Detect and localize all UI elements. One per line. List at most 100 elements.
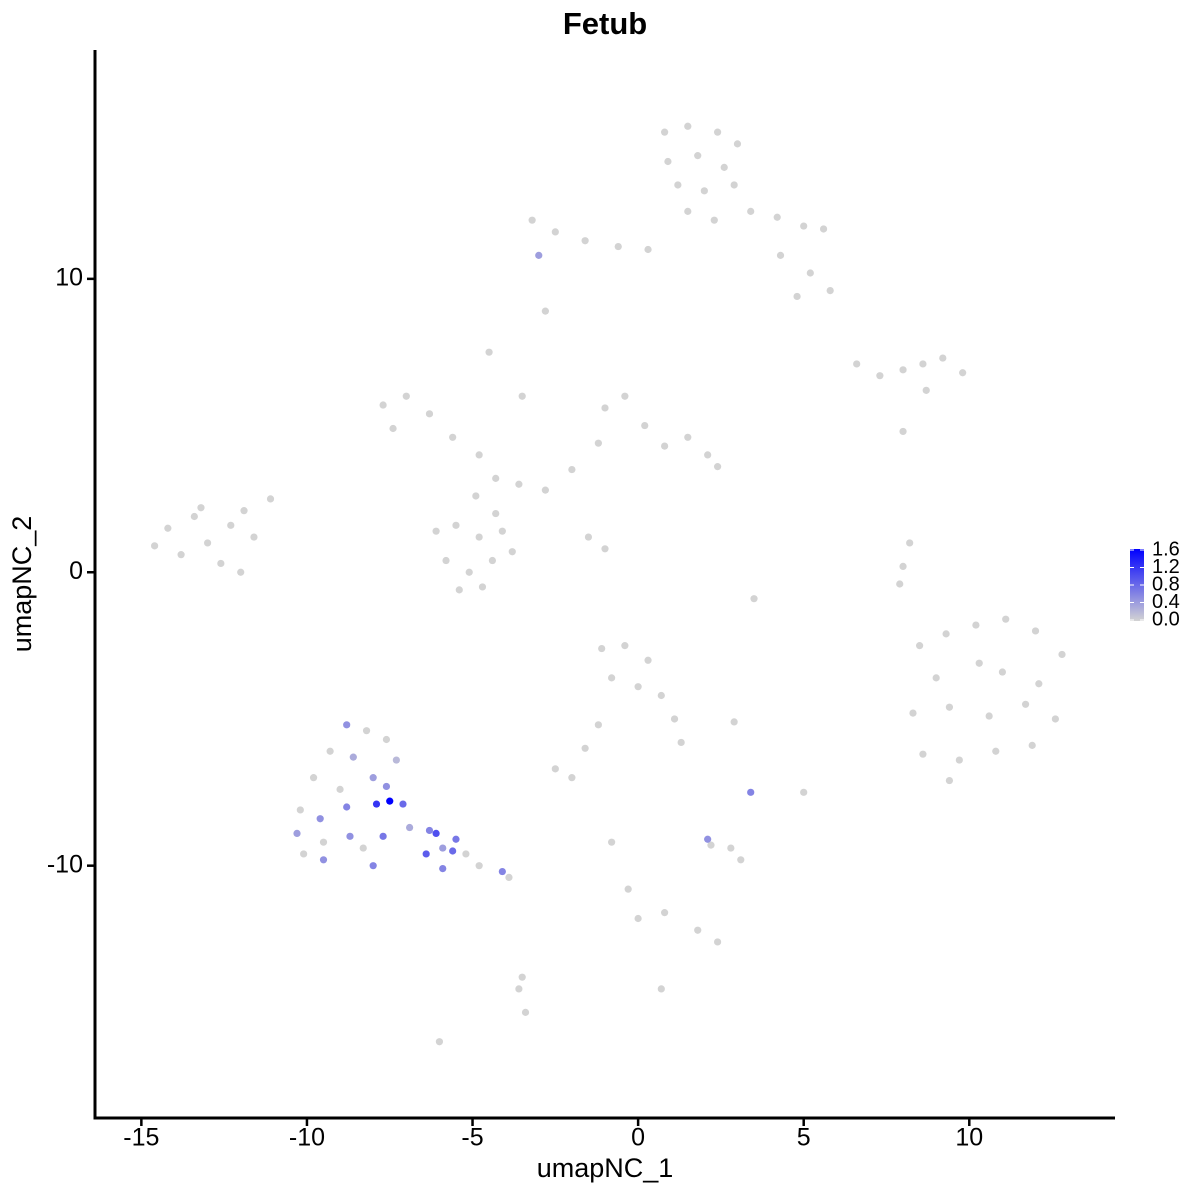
point (498, 527, 506, 535)
colorbar-tick-label: 0.4 (1152, 591, 1180, 613)
point (197, 504, 205, 512)
point (624, 885, 632, 893)
point (793, 292, 801, 301)
point (237, 568, 245, 576)
point (1051, 715, 1059, 723)
point (346, 832, 354, 840)
point (472, 492, 480, 500)
point (336, 785, 344, 793)
point (776, 251, 785, 259)
point (343, 721, 351, 729)
point (227, 521, 235, 529)
point (601, 404, 609, 412)
point (909, 709, 917, 717)
point (720, 163, 728, 171)
point (432, 829, 440, 837)
point (515, 985, 523, 993)
point (661, 909, 669, 917)
point (634, 683, 642, 691)
point (488, 556, 497, 565)
point (806, 269, 814, 277)
point (425, 410, 434, 418)
point (899, 366, 907, 374)
point (998, 668, 1007, 676)
point (568, 465, 576, 474)
point (584, 533, 593, 541)
point (568, 774, 576, 782)
point (710, 216, 718, 224)
point (899, 562, 907, 570)
point (932, 674, 940, 682)
point (737, 856, 745, 864)
point (747, 788, 755, 796)
point (217, 559, 225, 568)
colorbar-tick-label: 0.8 (1152, 573, 1180, 595)
point (492, 474, 500, 482)
point (704, 451, 712, 459)
point (644, 656, 652, 664)
point (505, 873, 513, 882)
point (382, 735, 391, 744)
point (535, 251, 543, 259)
point (945, 703, 954, 711)
point (399, 800, 407, 808)
point (465, 568, 473, 576)
point (296, 806, 304, 814)
x-tick-label: 0 (631, 1124, 645, 1152)
point (896, 580, 904, 588)
x-tick-label: -10 (289, 1124, 325, 1152)
point (551, 765, 559, 773)
point (266, 495, 275, 503)
point (343, 803, 351, 811)
point (985, 712, 993, 720)
point (455, 586, 463, 594)
point (250, 533, 258, 541)
point (959, 369, 967, 377)
point (614, 242, 622, 251)
point (203, 539, 212, 547)
point (684, 433, 692, 441)
point (485, 348, 493, 356)
point (670, 715, 679, 723)
point (452, 835, 460, 843)
point (594, 439, 602, 447)
point (1035, 680, 1043, 688)
y-tick-label: 10 (55, 263, 83, 291)
point (435, 1038, 444, 1046)
point (359, 844, 367, 852)
point (475, 533, 483, 541)
point (389, 424, 397, 433)
point (939, 354, 947, 362)
point (1028, 741, 1036, 749)
point (975, 659, 983, 667)
x-tick-label: 5 (797, 1124, 811, 1152)
point (684, 122, 692, 130)
point (425, 826, 434, 835)
point (727, 844, 735, 852)
point (326, 747, 334, 755)
point (581, 744, 589, 752)
point (773, 213, 781, 221)
point (362, 727, 371, 735)
point (919, 750, 927, 758)
point (449, 847, 457, 855)
point (551, 228, 559, 236)
point (392, 756, 400, 764)
point (684, 207, 692, 215)
point (369, 774, 377, 782)
point (694, 152, 702, 160)
point (906, 539, 914, 547)
point (190, 512, 198, 521)
point (442, 556, 450, 565)
y-axis-label: umapNC_2 (7, 516, 37, 653)
point (518, 973, 526, 981)
point (700, 187, 708, 195)
point (657, 691, 665, 700)
point (372, 800, 381, 808)
point (177, 551, 185, 559)
x-axis-label: umapNC_1 (537, 1153, 674, 1183)
point (386, 797, 394, 805)
point (733, 140, 742, 148)
point (819, 225, 828, 233)
point (369, 862, 377, 870)
